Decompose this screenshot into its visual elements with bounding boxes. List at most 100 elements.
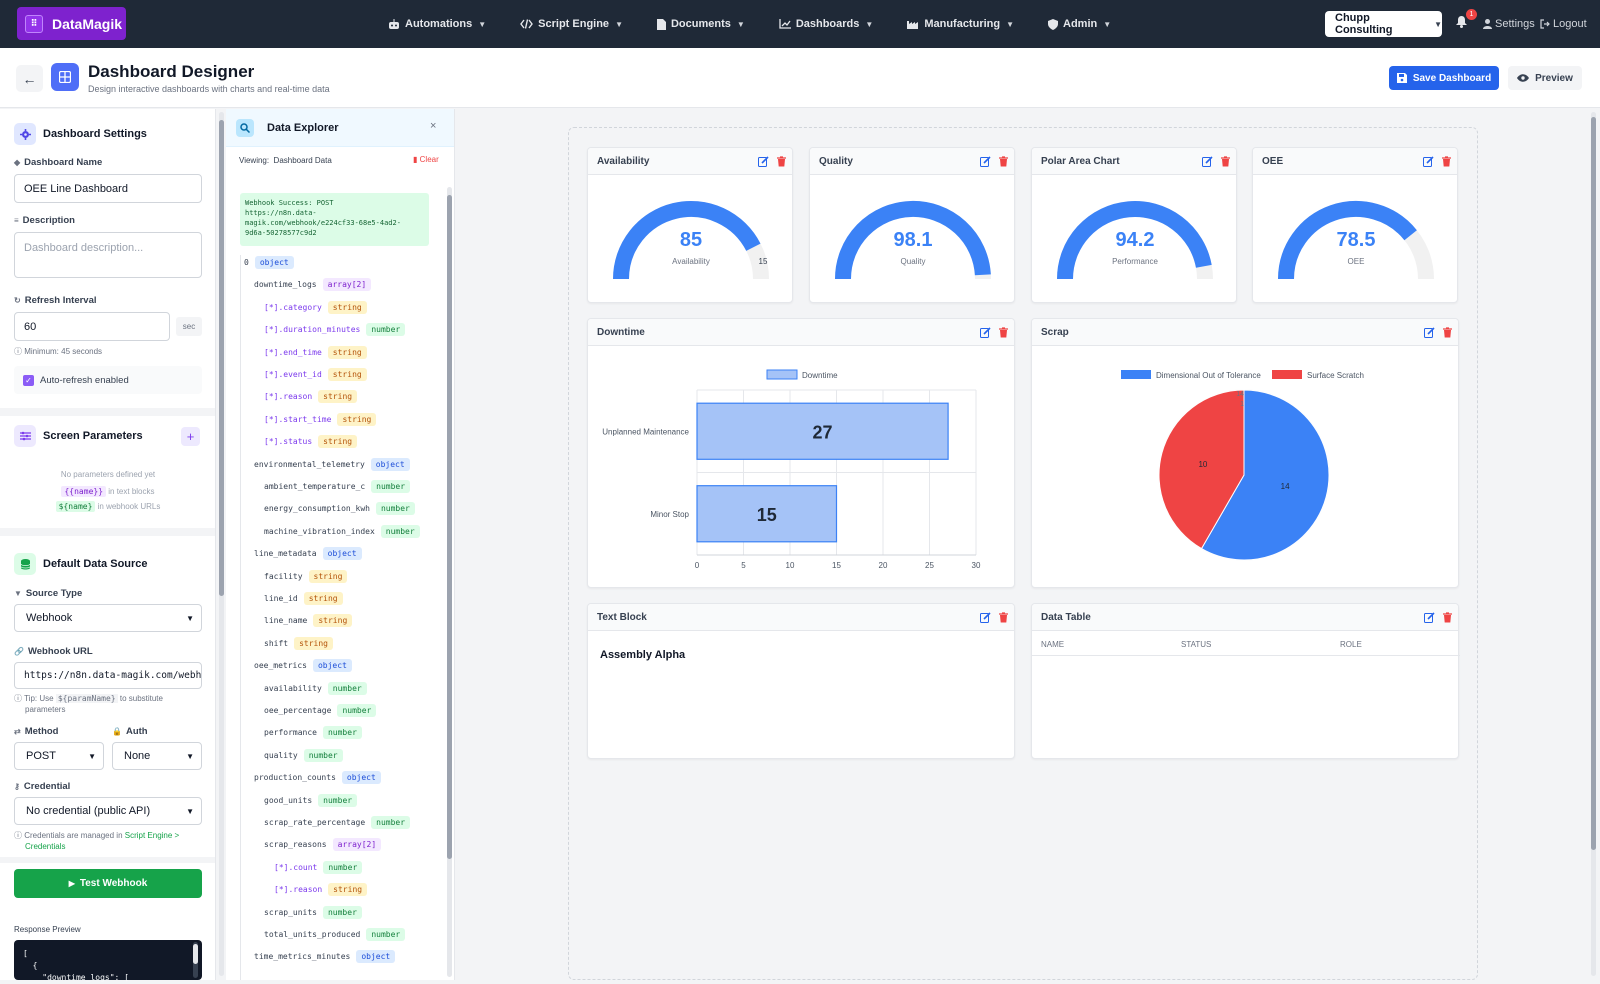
description-textarea[interactable]: Dashboard description...	[14, 232, 202, 278]
autorefresh-checkbox[interactable]: ✓	[23, 375, 34, 386]
tree-node[interactable]: scrap_rate_percentage number	[264, 816, 411, 829]
source-type-select[interactable]: Webhook ▼	[14, 604, 202, 632]
edit-icon[interactable]	[980, 156, 991, 167]
widget-quality[interactable]: Quality 98.1 Quality	[809, 147, 1015, 303]
play-icon: ▶	[68, 879, 75, 888]
tree-node[interactable]: ambient_temperature_c number	[264, 480, 411, 493]
nav-documents[interactable]: Documents ▼	[656, 18, 745, 30]
add-parameter-button[interactable]: +	[181, 427, 200, 446]
trash-icon[interactable]	[998, 612, 1009, 623]
back-button[interactable]: ←	[16, 65, 43, 92]
explorer-scrollbar-thumb[interactable]	[447, 195, 452, 859]
tree-node[interactable]: oee_metrics object	[254, 659, 352, 673]
tree-node[interactable]: machine_vibration_index number	[264, 524, 420, 538]
tree-node[interactable]: facility string	[264, 569, 348, 583]
logout-link[interactable]: Logout	[1540, 18, 1587, 30]
widget-polar-area-chart[interactable]: Polar Area Chart 94.2 Performance	[1031, 147, 1237, 303]
nav-dashboards[interactable]: Dashboards ▼	[779, 18, 873, 30]
trash-icon[interactable]	[776, 156, 787, 167]
tree-node[interactable]: time_metrics_minutes object	[254, 950, 396, 964]
trash-icon[interactable]	[1442, 327, 1453, 338]
tree-node[interactable]: [*].count number	[274, 860, 363, 874]
trash-icon[interactable]	[998, 327, 1009, 338]
tree-node[interactable]: line_metadata object	[254, 547, 362, 561]
tree-node[interactable]: [*].reason string	[274, 883, 368, 897]
tree-node[interactable]: [*].end_time string	[264, 345, 367, 359]
tree-node[interactable]: shift string	[264, 636, 333, 650]
tree-node[interactable]: line_name string	[264, 614, 353, 628]
tree-node-type: string	[313, 614, 353, 628]
clear-button[interactable]: ▮ Clear	[413, 155, 439, 164]
tree-node[interactable]: energy_consumption_kwh number	[264, 502, 415, 516]
tree-node[interactable]: [*].category string	[264, 300, 367, 314]
table-column-header[interactable]: NAME	[1041, 640, 1065, 649]
edit-icon[interactable]	[1202, 156, 1213, 167]
save-dashboard-button[interactable]: Save Dashboard	[1389, 66, 1499, 90]
client-selector[interactable]: Chupp Consulting ▼	[1325, 11, 1442, 37]
tree-node-key: facility	[264, 571, 303, 581]
edit-icon[interactable]	[1423, 156, 1434, 167]
webhook-url-input[interactable]: https://n8n.data-magik.com/webh	[14, 662, 202, 689]
settings-link[interactable]: Settings	[1483, 18, 1535, 30]
nav-admin[interactable]: Admin ▼	[1048, 18, 1111, 30]
nav-script-engine[interactable]: Script Engine ▼	[520, 18, 623, 30]
tree-node[interactable]: good_units number	[264, 793, 358, 807]
widget-oee[interactable]: OEE 78.5 OEE	[1252, 147, 1458, 303]
dashboard-name-input[interactable]: OEE Line Dashboard	[14, 174, 202, 203]
table-column-header[interactable]: STATUS	[1181, 640, 1212, 649]
edit-icon[interactable]	[980, 327, 991, 338]
tree-node[interactable]: environmental_telemetry object	[254, 457, 410, 471]
tree-node[interactable]: performance number	[264, 726, 362, 740]
credentials-link[interactable]: Credentials	[25, 842, 66, 851]
auth-select[interactable]: None ▼	[112, 742, 202, 770]
credential-select[interactable]: No credential (public API) ▼	[14, 797, 202, 825]
edit-icon[interactable]	[1424, 612, 1435, 623]
tree-node-type: object	[370, 457, 410, 471]
test-webhook-button[interactable]: ▶ Test Webhook	[14, 869, 202, 898]
brand-logo[interactable]: ⠿ DataMagik	[17, 7, 126, 40]
page-scrollbar-thumb[interactable]	[1591, 117, 1596, 850]
widget-availability[interactable]: Availability 85 Availability 15	[587, 147, 793, 303]
tree-node[interactable]: oee_percentage number	[264, 704, 377, 717]
tree-node[interactable]: total_units_produced number	[264, 928, 406, 941]
widget-scrap[interactable]: Scrap Dimensional Out of Tolerance Surfac…	[1031, 318, 1459, 588]
bell-icon[interactable]	[1456, 16, 1467, 28]
edit-icon[interactable]	[758, 156, 769, 167]
tree-node[interactable]: 0 object	[244, 256, 294, 269]
script-engine-link[interactable]: Script Engine >	[124, 831, 180, 840]
widget-downtime[interactable]: Downtime Downtime 0 5 10 15 20 25 30 27 Unplanned…	[587, 318, 1015, 588]
preview-button[interactable]: Preview	[1508, 66, 1582, 90]
tree-node[interactable]: production_counts object	[254, 771, 381, 785]
nav-automations[interactable]: Automations ▼	[388, 18, 486, 30]
quality-gauge: 98.1 Quality	[835, 200, 991, 280]
settings-scrollbar-thumb[interactable]	[219, 120, 224, 596]
trash-icon[interactable]	[1442, 612, 1453, 623]
widget-text-block[interactable]: Text Block Assembly Alpha	[587, 603, 1015, 759]
tree-node[interactable]: availability number	[264, 681, 367, 695]
edit-icon[interactable]	[1424, 327, 1435, 338]
table-column-header[interactable]: ROLE	[1340, 640, 1362, 649]
method-select[interactable]: POST ▼	[14, 742, 104, 770]
tree-node[interactable]: line_id string	[264, 592, 343, 605]
tree-node[interactable]: downtime_logs array[2]	[254, 278, 372, 292]
close-icon[interactable]: ×	[430, 120, 437, 132]
tree-node[interactable]: [*].event_id string	[264, 368, 367, 381]
tree-node[interactable]: [*].start_time string	[264, 412, 377, 426]
trash-icon[interactable]	[998, 156, 1009, 167]
x-tick-label: 20	[879, 561, 888, 570]
trash-icon[interactable]	[1220, 156, 1231, 167]
downtime-bar-chart: Downtime 0 5 10 15 20 25 30 27 Unplanned Maintena…	[602, 369, 981, 570]
hint-text: Minimum: 45 seconds	[24, 347, 103, 356]
widget-data-table[interactable]: Data Table NAME STATUS ROLE	[1031, 603, 1460, 759]
tree-node[interactable]: [*].status string	[264, 435, 358, 449]
tree-node[interactable]: [*].duration_minutes number	[264, 323, 406, 337]
nav-manufacturing[interactable]: Manufacturing ▼	[907, 18, 1014, 30]
refresh-interval-input[interactable]: 60	[14, 312, 170, 341]
tree-node[interactable]: [*].reason string	[264, 390, 358, 404]
edit-icon[interactable]	[980, 612, 991, 623]
response-scrollbar-thumb[interactable]	[193, 944, 198, 964]
trash-icon[interactable]	[1441, 156, 1452, 167]
tree-node[interactable]: scrap_reasons array[2]	[264, 838, 382, 852]
tree-node[interactable]: scrap_units number	[264, 905, 362, 919]
tree-node[interactable]: quality number	[264, 748, 343, 762]
